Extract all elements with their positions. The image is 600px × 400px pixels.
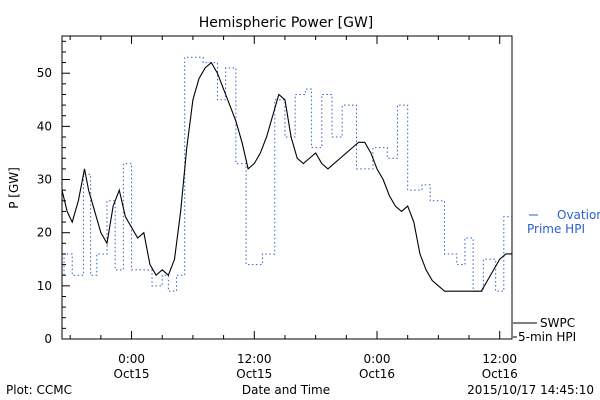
y-tick-label: 30 xyxy=(37,173,52,187)
series-line-swpc-5min-hpi xyxy=(62,61,512,292)
x-tick-label-date: Oct15 xyxy=(236,367,272,381)
x-tick-label-date: Oct15 xyxy=(114,367,150,381)
y-tick-label: 40 xyxy=(37,119,52,133)
x-tick-label-time: 12:00 xyxy=(482,352,517,366)
y-tick-label: 0 xyxy=(44,332,52,346)
legend-label-swpc-line1: SWPC xyxy=(540,316,575,330)
legend-ovation: Ovation Prime HPI xyxy=(527,208,600,236)
footer-plot-source: Plot: CCMC xyxy=(6,383,72,397)
y-tick-label: 50 xyxy=(37,66,52,80)
y-tick-label: 20 xyxy=(37,226,52,240)
legend-label-ovation-line2: Prime HPI xyxy=(527,222,585,236)
x-tick-label-time: 0:00 xyxy=(364,352,391,366)
x-tick-label-date: Oct16 xyxy=(482,367,518,381)
x-axis-ticks: 0:00Oct1512:00Oct150:00Oct1612:00Oct160:… xyxy=(69,36,518,381)
chart-title: Hemispheric Power [GW] xyxy=(199,15,374,31)
legend-swpc: SWPC 5-min HPI xyxy=(513,316,576,344)
series-line-ovation-prime-hpi xyxy=(62,56,512,292)
plot-frame xyxy=(61,35,513,340)
x-tick-label-time: 0:00 xyxy=(118,352,145,366)
x-axis-label: Date and Time xyxy=(242,383,330,397)
footer-timestamp: 2015/10/17 14:45:10 xyxy=(467,383,594,397)
y-axis-label: P [GW] xyxy=(7,167,21,209)
legend-label-ovation-line1: Ovation xyxy=(557,208,600,222)
y-axis-ticks: 0 10 20 30 40 50 xyxy=(37,40,70,346)
x-tick-label-time: 12:00 xyxy=(237,352,272,366)
legend-label-swpc-line2: 5-min HPI xyxy=(518,330,576,344)
y-tick-label: 10 xyxy=(37,279,52,293)
x-tick-label-date: Oct16 xyxy=(359,367,395,381)
